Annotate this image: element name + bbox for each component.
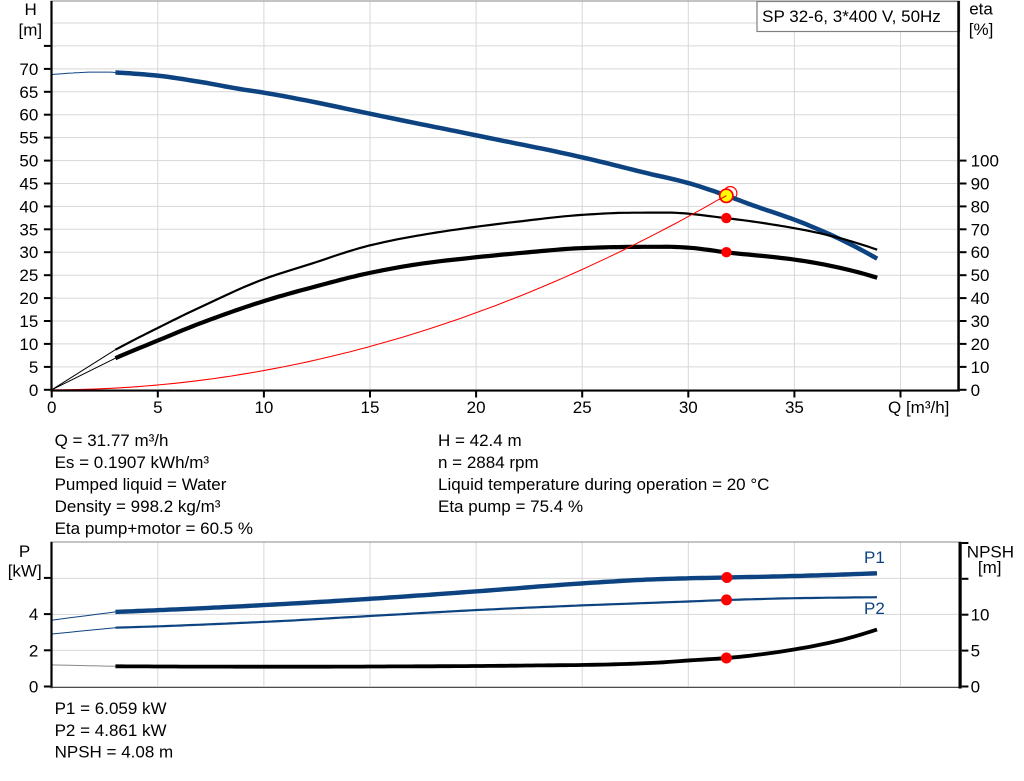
- svg-text:10: 10: [254, 398, 273, 417]
- svg-text:100: 100: [971, 152, 999, 171]
- svg-text:P1: P1: [864, 548, 885, 567]
- svg-text:P2 = 4.861 kW: P2 = 4.861 kW: [55, 721, 167, 740]
- svg-text:0: 0: [29, 381, 38, 400]
- svg-text:n = 2884 rpm: n = 2884 rpm: [438, 453, 539, 472]
- svg-text:H = 42.4 m: H = 42.4 m: [438, 431, 522, 450]
- svg-text:0: 0: [29, 678, 38, 697]
- svg-text:0: 0: [971, 678, 980, 697]
- svg-text:40: 40: [971, 289, 990, 308]
- svg-text:[kW]: [kW]: [8, 561, 42, 580]
- svg-text:P1 = 6.059 kW: P1 = 6.059 kW: [55, 699, 167, 718]
- svg-text:5: 5: [971, 642, 980, 661]
- svg-text:20: 20: [467, 398, 486, 417]
- svg-text:80: 80: [971, 197, 990, 216]
- svg-text:10: 10: [971, 358, 990, 377]
- svg-text:NPSH: NPSH: [967, 542, 1014, 561]
- svg-text:30: 30: [971, 312, 990, 331]
- svg-text:H: H: [25, 0, 37, 19]
- svg-text:P: P: [19, 542, 30, 561]
- svg-text:10: 10: [971, 606, 990, 625]
- svg-text:5: 5: [153, 398, 162, 417]
- svg-text:50: 50: [19, 152, 38, 171]
- svg-text:[m]: [m]: [978, 558, 1002, 577]
- svg-text:35: 35: [785, 398, 804, 417]
- svg-text:Q = 31.77 m³/h: Q = 31.77 m³/h: [55, 431, 169, 450]
- svg-text:P2: P2: [864, 599, 885, 618]
- svg-text:[m]: [m]: [18, 20, 42, 39]
- svg-text:30: 30: [679, 398, 698, 417]
- svg-text:45: 45: [19, 175, 38, 194]
- svg-text:40: 40: [19, 197, 38, 216]
- svg-text:5: 5: [29, 358, 38, 377]
- svg-text:70: 70: [19, 60, 38, 79]
- svg-text:Q [m³/h]: Q [m³/h]: [888, 398, 949, 417]
- svg-text:20: 20: [19, 289, 38, 308]
- svg-text:NPSH = 4.08 m: NPSH = 4.08 m: [55, 743, 174, 762]
- svg-text:25: 25: [573, 398, 592, 417]
- svg-text:50: 50: [971, 266, 990, 285]
- svg-text:SP 32-6, 3*400 V, 50Hz: SP 32-6, 3*400 V, 50Hz: [762, 7, 941, 26]
- svg-text:25: 25: [19, 266, 38, 285]
- svg-text:15: 15: [361, 398, 380, 417]
- svg-text:2: 2: [29, 641, 38, 660]
- svg-text:90: 90: [971, 175, 990, 194]
- svg-text:[%]: [%]: [969, 20, 994, 39]
- svg-text:35: 35: [19, 220, 38, 239]
- svg-text:30: 30: [19, 243, 38, 262]
- svg-text:65: 65: [19, 83, 38, 102]
- svg-text:Pumped liquid = Water: Pumped liquid = Water: [55, 475, 227, 494]
- svg-text:4: 4: [29, 605, 38, 624]
- svg-text:Eta pump = 75.4 %: Eta pump = 75.4 %: [438, 497, 583, 516]
- svg-text:70: 70: [971, 220, 990, 239]
- svg-text:10: 10: [19, 335, 38, 354]
- svg-text:Density = 998.2 kg/m³: Density = 998.2 kg/m³: [55, 497, 221, 516]
- svg-text:Liquid temperature during oper: Liquid temperature during operation = 20…: [438, 475, 769, 494]
- svg-text:Es = 0.1907 kWh/m³: Es = 0.1907 kWh/m³: [55, 453, 210, 472]
- svg-text:20: 20: [971, 335, 990, 354]
- svg-text:15: 15: [19, 312, 38, 331]
- svg-text:0: 0: [47, 398, 56, 417]
- svg-text:eta: eta: [969, 0, 993, 19]
- svg-text:55: 55: [19, 129, 38, 148]
- svg-text:60: 60: [971, 243, 990, 262]
- svg-text:60: 60: [19, 106, 38, 125]
- svg-text:0: 0: [971, 381, 980, 400]
- svg-text:Eta pump+motor = 60.5 %: Eta pump+motor = 60.5 %: [55, 519, 253, 538]
